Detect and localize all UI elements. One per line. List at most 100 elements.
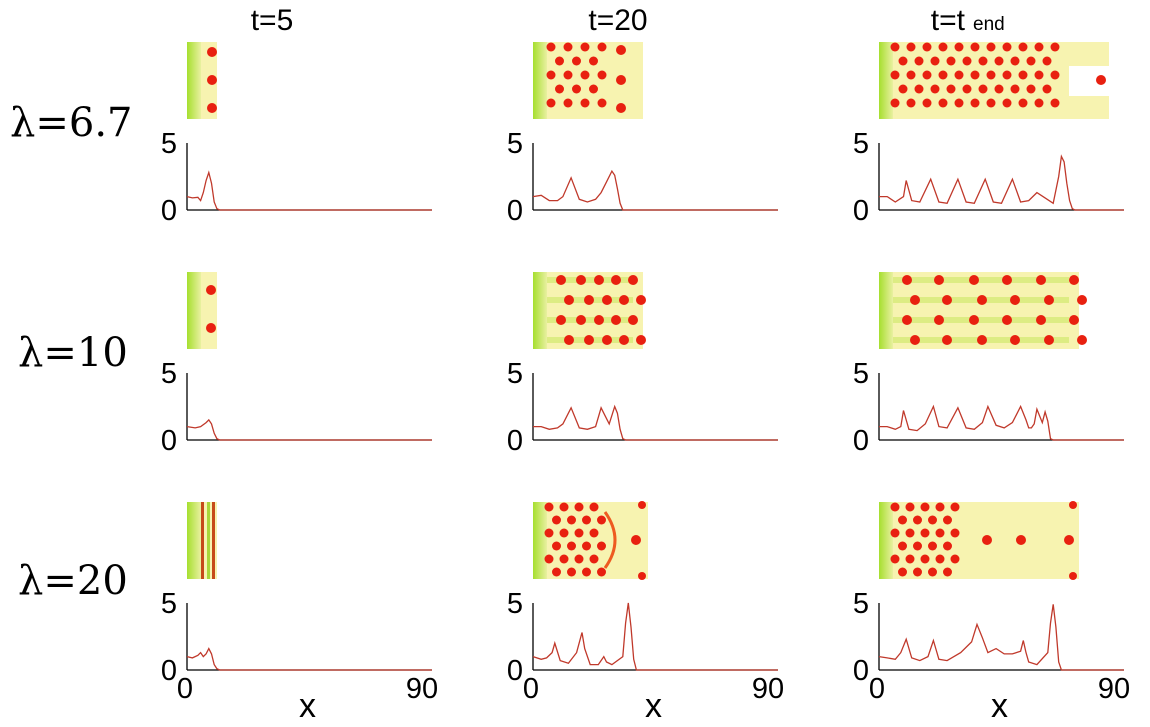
- spot: [969, 315, 979, 325]
- y-tick-label-max: 5: [853, 128, 869, 160]
- spot: [636, 295, 646, 305]
- spot: [582, 541, 591, 551]
- spot: [914, 56, 924, 66]
- spot: [1077, 295, 1087, 305]
- panel-r3-c3: 0 5 0 90 x: [853, 588, 1130, 725]
- spot: [611, 315, 621, 325]
- spot: [563, 98, 573, 108]
- spot: [1016, 535, 1026, 545]
- y-tick-label-max: 5: [853, 588, 869, 620]
- spot: [946, 84, 956, 94]
- snapshot-r3-c2: [533, 501, 648, 580]
- spot: [922, 98, 932, 108]
- snapshot-r2-c2: [533, 272, 646, 349]
- spot: [1064, 535, 1074, 545]
- spot: [906, 98, 916, 108]
- spot: [567, 515, 576, 525]
- spot: [898, 84, 908, 94]
- spot: [631, 535, 641, 545]
- spot: [580, 98, 590, 108]
- spot: [597, 42, 607, 52]
- spot: [1042, 84, 1052, 94]
- spot: [950, 528, 960, 538]
- y-tick-label-max: 5: [507, 588, 523, 620]
- snapshot-edge: [533, 42, 547, 119]
- spot: [1018, 42, 1028, 52]
- spot: [567, 541, 576, 551]
- x-tick-label-max: 90: [406, 673, 438, 705]
- spot: [546, 42, 556, 52]
- spot: [594, 275, 604, 285]
- spot: [1036, 275, 1046, 285]
- spot: [928, 567, 937, 577]
- spot: [935, 502, 945, 512]
- spot: [913, 567, 922, 577]
- spot: [962, 84, 972, 94]
- series-line: [532, 602, 778, 671]
- spot: [616, 75, 626, 85]
- spot: [1044, 335, 1054, 345]
- spot: [922, 42, 932, 52]
- stripe: [201, 502, 204, 579]
- spot: [914, 84, 924, 94]
- spot: [1010, 84, 1020, 94]
- spot: [564, 335, 574, 345]
- spot: [207, 47, 217, 57]
- y-tick-label-min: 0: [853, 425, 869, 457]
- panel-r3-c1: 0 5 0 90 x: [161, 588, 438, 725]
- column-title-3-main: t=t: [931, 4, 966, 37]
- spot: [1077, 335, 1087, 345]
- spot: [950, 502, 960, 512]
- snapshot-r1-c3: [879, 42, 1109, 119]
- stripe: [893, 317, 1069, 323]
- pattern-snapshots: [187, 42, 1109, 580]
- spot: [636, 335, 646, 345]
- y-tick-label-min: 0: [507, 425, 523, 457]
- spot: [942, 335, 952, 345]
- y-tick-label-min: 0: [507, 655, 523, 687]
- spot: [890, 70, 900, 80]
- spot: [574, 554, 584, 564]
- spot: [552, 567, 561, 577]
- series-line: [879, 154, 1124, 211]
- spot: [928, 515, 937, 525]
- spot: [1069, 501, 1077, 509]
- stripe: [212, 502, 215, 579]
- y-tick-label-max: 5: [853, 358, 869, 390]
- spot: [934, 275, 944, 285]
- spot: [970, 98, 980, 108]
- spot: [986, 42, 996, 52]
- snapshot-r2-c1: [187, 272, 217, 349]
- spot: [986, 98, 996, 108]
- x-tick-label-min: 0: [523, 673, 539, 705]
- spot: [1002, 275, 1012, 285]
- panel-r3-c2: 0 5 0 90 x: [507, 588, 784, 725]
- spot: [1034, 42, 1044, 52]
- spot: [616, 103, 626, 113]
- spot: [602, 295, 612, 305]
- spot: [1034, 70, 1044, 80]
- spot: [582, 567, 591, 577]
- spot: [986, 70, 996, 80]
- spot: [589, 502, 599, 512]
- spot: [628, 275, 638, 285]
- spot: [580, 42, 590, 52]
- spot: [555, 84, 564, 94]
- spot: [977, 335, 987, 345]
- spot: [559, 528, 569, 538]
- snapshot-r1-c1: [187, 42, 217, 119]
- column-title-1: t=5: [251, 4, 294, 37]
- spot: [572, 84, 581, 94]
- snapshot-field: [533, 42, 643, 119]
- spot: [934, 315, 944, 325]
- snapshot-r1-c2: [533, 42, 643, 119]
- spot: [1050, 98, 1060, 108]
- snapshot-edge: [879, 502, 893, 579]
- spot: [1010, 295, 1020, 305]
- spot: [619, 335, 629, 345]
- y-tick-label-min: 0: [507, 195, 523, 227]
- spot: [1069, 275, 1079, 285]
- spot: [206, 323, 216, 333]
- spot: [970, 42, 980, 52]
- spot: [982, 535, 992, 545]
